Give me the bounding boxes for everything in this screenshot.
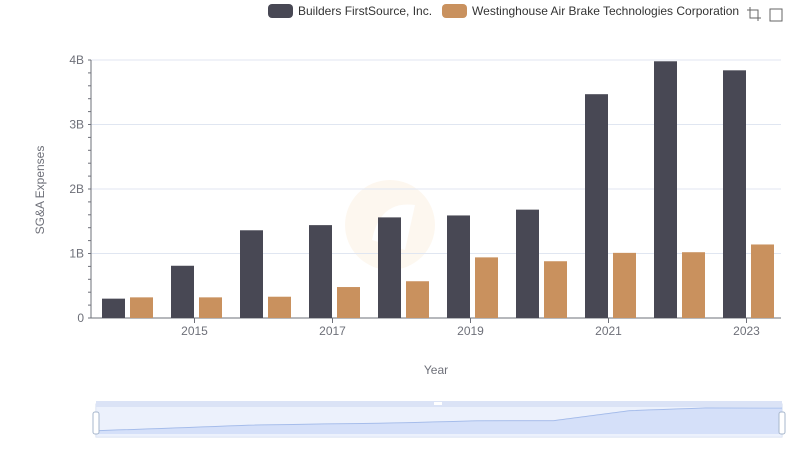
data-zoom-left-handle[interactable] xyxy=(92,411,100,435)
legend: Builders FirstSource, Inc. Westinghouse … xyxy=(268,4,749,18)
y-tick-label: 2B xyxy=(69,182,84,196)
grid-lines xyxy=(91,59,781,254)
bar-builders-2022[interactable] xyxy=(654,61,677,318)
bar-westinghouse-2018[interactable] xyxy=(406,281,429,318)
legend-item-westinghouse[interactable]: Westinghouse Air Brake Technologies Corp… xyxy=(442,4,739,18)
x-axis: 2015 2017 2019 2021 2023 xyxy=(91,317,781,338)
bar-westinghouse-2021[interactable] xyxy=(613,252,636,318)
bar-westinghouse-2022[interactable] xyxy=(682,252,705,318)
zoom-icon[interactable] xyxy=(746,6,762,22)
bar-westinghouse-2019[interactable] xyxy=(475,257,498,318)
y-axis: 0 1B 2B 3B 4B xyxy=(69,53,92,325)
bar-builders-2023[interactable] xyxy=(723,70,746,318)
toolbox xyxy=(746,6,790,22)
bar-builders-2017[interactable] xyxy=(309,225,332,318)
data-zoom-move-handle[interactable] xyxy=(434,402,442,405)
bars xyxy=(102,61,774,318)
legend-item-builders-firstsource[interactable]: Builders FirstSource, Inc. xyxy=(268,4,432,18)
bar-builders-2015[interactable] xyxy=(171,265,194,318)
y-tick-label: 3B xyxy=(69,118,84,132)
y-tick-label: 0 xyxy=(77,311,84,325)
legend-label-builders: Builders FirstSource, Inc. xyxy=(298,4,433,18)
legend-swatch-westinghouse xyxy=(442,4,468,18)
x-tick-label: 2017 xyxy=(319,324,346,338)
bar-builders-2021[interactable] xyxy=(585,94,608,318)
data-zoom-slider[interactable] xyxy=(92,401,786,438)
data-zoom-right-handle[interactable] xyxy=(778,411,786,435)
x-tick-label: 2023 xyxy=(733,324,760,338)
bar-westinghouse-2020[interactable] xyxy=(544,261,567,318)
y-tick-label: 1B xyxy=(69,247,84,261)
x-tick-label: 2021 xyxy=(595,324,622,338)
bar-builders-2018[interactable] xyxy=(378,217,401,318)
x-tick-label: 2015 xyxy=(181,324,208,338)
x-axis-title: Year xyxy=(424,363,448,377)
bar-builders-2020[interactable] xyxy=(516,209,539,318)
bar-westinghouse-2017[interactable] xyxy=(337,287,360,318)
y-axis-title: SG&A Expenses xyxy=(33,146,47,235)
bar-westinghouse-2014[interactable] xyxy=(130,297,153,318)
legend-swatch-builders xyxy=(268,4,293,18)
bar-builders-2016[interactable] xyxy=(240,230,263,318)
bar-westinghouse-2016[interactable] xyxy=(268,296,291,318)
bar-builders-2019[interactable] xyxy=(447,215,470,318)
bar-westinghouse-2015[interactable] xyxy=(199,297,222,318)
y-tick-label: 4B xyxy=(69,53,84,67)
bar-builders-2014[interactable] xyxy=(102,298,125,318)
x-tick-label: 2019 xyxy=(457,324,484,338)
legend-label-westinghouse: Westinghouse Air Brake Technologies Corp… xyxy=(472,4,740,18)
restore-icon[interactable] xyxy=(768,6,784,22)
bar-westinghouse-2023[interactable] xyxy=(751,244,774,318)
